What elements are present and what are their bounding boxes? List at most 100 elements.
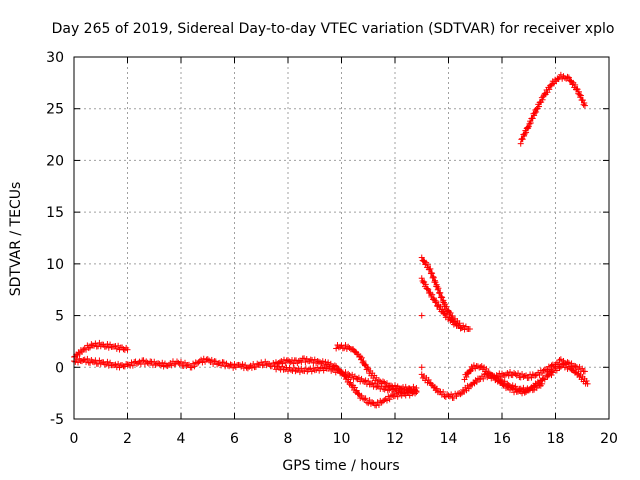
- data-point: [535, 103, 542, 110]
- data-point: [113, 345, 120, 352]
- data-point: [104, 358, 111, 365]
- data-point: [429, 291, 436, 298]
- data-point: [445, 392, 452, 399]
- data-point: [290, 360, 297, 367]
- data-point: [579, 97, 586, 104]
- data-point: [440, 388, 447, 395]
- data-point: [523, 129, 530, 136]
- data-point: [254, 360, 261, 367]
- data-point: [81, 356, 88, 363]
- grid-lines: [74, 57, 609, 419]
- x-tick-label: 2: [123, 431, 132, 447]
- data-point: [432, 299, 439, 306]
- data-point: [540, 367, 547, 374]
- data-point: [204, 356, 211, 363]
- x-tick-label: 20: [600, 431, 618, 447]
- data-point: [453, 393, 460, 400]
- data-point: [389, 391, 396, 398]
- data-point: [425, 376, 432, 383]
- y-tick-label: 0: [55, 360, 64, 376]
- y-axis-label: SDTVAR / TECUs: [8, 182, 24, 297]
- data-point: [383, 380, 390, 387]
- data-point: [545, 363, 552, 370]
- data-point: [242, 362, 249, 369]
- data-point: [159, 359, 166, 366]
- data-point: [549, 369, 556, 376]
- data-point: [286, 358, 293, 365]
- data-point: [362, 377, 369, 384]
- data-point: [157, 362, 164, 369]
- data-point: [442, 393, 449, 400]
- data-point: [84, 355, 91, 362]
- x-tick-label: 18: [547, 431, 565, 447]
- data-point: [523, 386, 530, 393]
- data-point: [319, 364, 326, 371]
- data-point: [524, 124, 531, 131]
- data-point: [390, 385, 397, 392]
- data-point: [168, 362, 175, 369]
- data-point: [379, 378, 386, 385]
- x-tick-label: 12: [386, 431, 404, 447]
- data-point: [519, 390, 526, 397]
- data-point: [430, 274, 437, 281]
- data-point: [575, 88, 582, 95]
- data-point: [481, 371, 488, 378]
- data-point: [75, 359, 82, 366]
- data-point: [548, 368, 555, 375]
- data-point: [402, 383, 409, 390]
- data-point: [191, 363, 198, 370]
- data-point: [438, 391, 445, 398]
- data-point: [509, 385, 516, 392]
- data-point: [314, 358, 321, 365]
- data-point: [355, 374, 362, 381]
- data-point: [135, 359, 142, 366]
- data-point: [208, 356, 215, 363]
- data-point: [507, 369, 514, 376]
- data-point: [112, 361, 119, 368]
- data-point: [564, 73, 571, 80]
- data-point: [424, 261, 431, 268]
- data-point: [531, 110, 538, 117]
- x-tick-label: 16: [493, 431, 511, 447]
- data-point: [361, 396, 368, 403]
- data-point: [545, 371, 552, 378]
- data-point: [505, 372, 512, 379]
- data-point: [483, 365, 490, 372]
- data-point: [470, 362, 477, 369]
- data-point: [373, 384, 380, 391]
- data-point: [584, 380, 591, 387]
- data-point: [87, 359, 94, 366]
- data-point: [410, 386, 417, 393]
- data-point: [504, 370, 511, 377]
- data-point: [178, 358, 184, 365]
- data-point: [427, 265, 434, 272]
- data-point: [326, 364, 333, 371]
- data-point: [469, 365, 476, 372]
- data-point: [72, 358, 79, 365]
- data-point: [452, 318, 459, 325]
- data-marks: [71, 71, 591, 409]
- data-point: [521, 130, 528, 137]
- data-point: [439, 294, 446, 301]
- data-point: [115, 360, 122, 367]
- data-point: [418, 364, 425, 371]
- data-point: [435, 285, 442, 292]
- data-point: [457, 391, 464, 398]
- data-point: [345, 343, 352, 350]
- data-point: [418, 275, 425, 282]
- data-point: [231, 361, 238, 368]
- data-point: [579, 365, 586, 372]
- data-point: [454, 321, 461, 328]
- data-point: [203, 356, 210, 363]
- data-point: [434, 303, 441, 310]
- data-point: [449, 312, 456, 319]
- data-point: [422, 281, 429, 288]
- data-point: [463, 373, 470, 380]
- data-point: [436, 290, 443, 297]
- data-point: [527, 119, 534, 126]
- data-point: [276, 359, 283, 366]
- data-point: [457, 325, 464, 332]
- data-point: [572, 81, 579, 88]
- data-point: [434, 286, 441, 293]
- data-point: [104, 341, 111, 348]
